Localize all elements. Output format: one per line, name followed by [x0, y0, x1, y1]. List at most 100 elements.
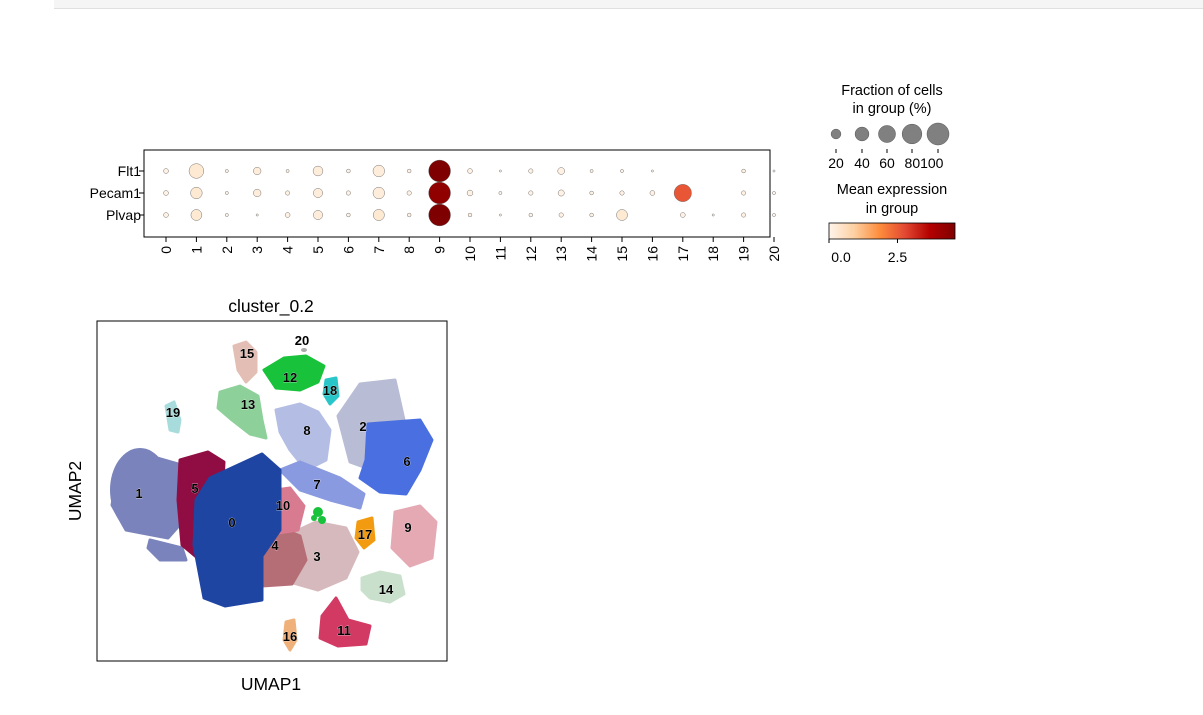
dot-flt1-7 [372, 164, 385, 178]
dot-pecam1-9 [428, 181, 451, 205]
dot-flt1-0 [163, 168, 169, 174]
size-legend-label: 40 [854, 155, 870, 171]
size-legend-title-line2: in group (%) [853, 101, 932, 117]
dot-flt1-3 [253, 166, 262, 176]
group-label-10: 10 [462, 246, 478, 262]
dot-flt1-11 [499, 169, 502, 173]
dot-pecam1-17 [673, 184, 692, 202]
group-label-8: 8 [401, 246, 417, 254]
umap-cluster-label-2: 2 [359, 419, 366, 434]
dot-plvap-0 [163, 212, 169, 218]
colorbar-tick-label: 2.5 [888, 249, 908, 265]
size-legend-dot-60 [878, 125, 896, 143]
colorbar-ticks: 0.0 2.5 [828, 239, 908, 265]
dot-plvap-10 [467, 212, 473, 218]
group-label-5: 5 [310, 246, 326, 254]
size-legend-label: 60 [879, 155, 895, 171]
dot-flt1-4 [285, 169, 290, 173]
umap-cluster-12 [318, 516, 326, 524]
size-legend-dot-100 [926, 122, 950, 146]
umap-cluster-14 [360, 570, 406, 604]
dot-pecam1-4 [285, 190, 290, 196]
group-label-18: 18 [705, 246, 721, 262]
group-label-15: 15 [614, 246, 630, 262]
umap-frame [96, 320, 448, 662]
dot-pecam1-11 [498, 191, 503, 195]
umap-cluster-label-16: 16 [283, 629, 297, 644]
size-legend-label: 80100 [905, 155, 944, 171]
dot-pecam1-15 [619, 190, 625, 196]
umap-cluster-label-7: 7 [313, 477, 320, 492]
dot-flt1-10 [467, 168, 473, 174]
dot-plvap-17 [680, 212, 686, 218]
dot-flt1-14 [589, 169, 594, 173]
dot-plvap-14 [589, 212, 594, 218]
dot-pecam1-10 [466, 189, 474, 197]
umap-cluster-1 [146, 538, 188, 562]
umap-cluster-13 [216, 384, 268, 440]
umap-ylabel: UMAP2 [65, 461, 85, 521]
dot-plvap-6 [346, 212, 351, 218]
dot-plvap-4 [284, 212, 291, 218]
umap-cluster-1 [110, 454, 186, 540]
dot-flt1-1 [188, 163, 204, 179]
group-label-1: 1 [188, 246, 204, 254]
umap-cluster-9 [390, 504, 438, 568]
umap-cluster-label-17: 17 [358, 527, 372, 542]
size-legend-dots: 20 40 60 80100 [828, 122, 950, 171]
umap-cluster-label-6: 6 [403, 454, 410, 469]
umap-cluster-7 [278, 460, 366, 510]
dot-pecam1-8 [406, 190, 412, 196]
umap-cluster-label-3: 3 [313, 549, 320, 564]
group-label-7: 7 [371, 246, 387, 254]
umap-cluster-label-20: 20 [295, 333, 309, 348]
dot-pecam1-7 [372, 186, 385, 200]
group-label-2: 2 [219, 246, 235, 254]
color-legend: Mean expression in group 0.0 2.5 [828, 182, 956, 265]
size-legend: Fraction of cells in group (%) 20 40 60 801… [828, 83, 950, 171]
group-label-9: 9 [432, 246, 448, 254]
dot-plvap-18 [711, 213, 715, 217]
umap-cluster-19 [164, 400, 182, 434]
dot-flt1-20 [772, 169, 776, 173]
umap-cluster-20 [301, 348, 307, 352]
umap-cluster-label-4: 4 [271, 538, 279, 553]
umap-cluster-label-19: 19 [166, 405, 180, 420]
umap-cluster-label-11: 11 [337, 623, 351, 638]
dotplot-gene-labels: Flt1 Pecam1 Plvap [90, 163, 144, 223]
dot-flt1-13 [557, 167, 565, 175]
group-label-19: 19 [736, 246, 752, 262]
dot-plvap-9 [428, 203, 451, 227]
dot-plvap-12 [528, 212, 533, 218]
dot-plvap-5 [313, 210, 323, 220]
size-legend-dot-40 [854, 126, 870, 142]
dot-pecam1-16 [649, 190, 656, 196]
dot-plvap-7 [372, 209, 385, 221]
umap-cluster-12 [311, 515, 317, 521]
dotplot-dots [163, 159, 776, 227]
dot-flt1-2 [225, 169, 229, 173]
umap-cluster-label-10: 10 [276, 498, 290, 513]
dot-pecam1-14 [589, 190, 594, 196]
dot-pecam1-19 [741, 190, 746, 196]
umap-cluster-label-5: 5 [191, 481, 198, 496]
dot-plvap-3 [255, 213, 259, 217]
dot-pecam1-1 [190, 186, 203, 200]
umap-cluster-label-9: 9 [404, 520, 411, 535]
dot-pecam1-5 [313, 188, 323, 198]
group-label-4: 4 [280, 246, 296, 254]
dot-pecam1-3 [253, 188, 262, 198]
size-legend-title-line1: Fraction of cells [841, 83, 943, 99]
umap-cluster-label-0: 0 [228, 515, 235, 530]
group-label-13: 13 [553, 246, 569, 262]
dot-flt1-5 [312, 165, 324, 177]
dot-pecam1-12 [528, 190, 534, 196]
group-label-12: 12 [523, 246, 539, 262]
dot-flt1-12 [528, 168, 534, 174]
umap-cluster-0 [192, 452, 282, 608]
umap-cluster-12 [313, 507, 323, 517]
group-label-14: 14 [584, 246, 600, 262]
dot-flt1-6 [346, 168, 351, 174]
gene-label-plvap: Plvap [106, 207, 141, 223]
